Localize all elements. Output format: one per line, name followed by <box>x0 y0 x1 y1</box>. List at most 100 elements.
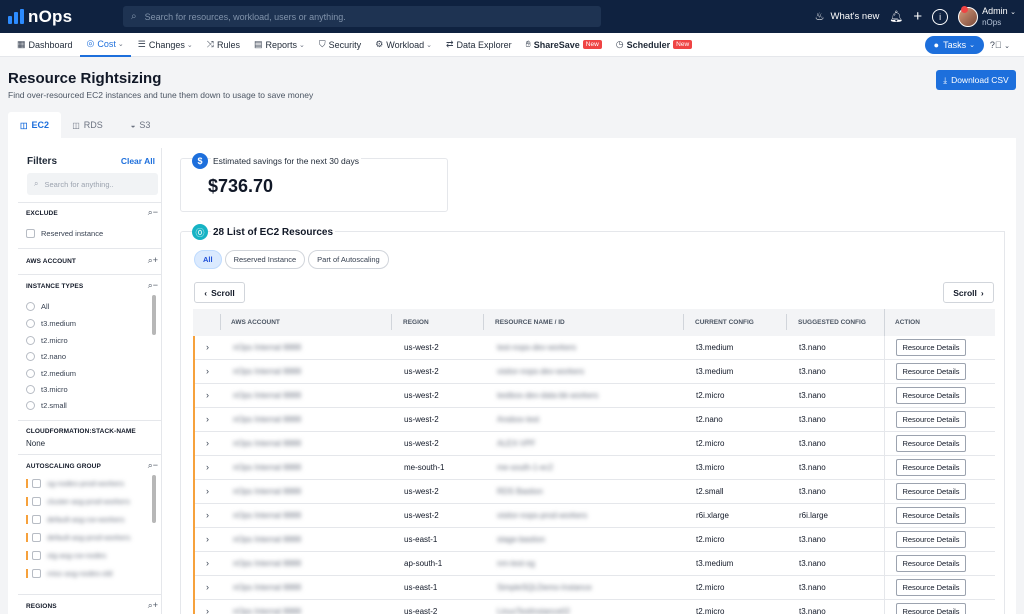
chevron-right-icon[interactable]: › <box>206 366 209 376</box>
column-header[interactable]: RESOURCE NAME / ID <box>495 319 565 326</box>
chevron-right-icon[interactable]: › <box>206 342 209 352</box>
resource-details-button[interactable]: Resource Details <box>896 363 966 380</box>
chevron-right-icon[interactable]: › <box>206 558 209 568</box>
search-icon[interactable]: ⌕ <box>147 255 153 265</box>
scroll-right-button[interactable]: Scroll › <box>943 282 994 303</box>
option-instance-type[interactable]: t2.medium <box>26 369 76 378</box>
resource-details-button[interactable]: Resource Details <box>896 339 966 356</box>
option-asg[interactable]: sg-nodes-prod-workers <box>26 479 124 488</box>
resource-details-button[interactable]: Resource Details <box>896 483 966 500</box>
table-row[interactable]: › nOps Internal 8888 us-west-2 visitor-nops… <box>193 360 995 384</box>
collapse-icon[interactable]: − <box>152 460 158 470</box>
option-asg[interactable]: cluster-asg-prod-workers <box>26 497 130 506</box>
search-icon[interactable]: ⌕ <box>147 207 153 217</box>
checkbox[interactable] <box>32 479 41 488</box>
option-asg[interactable]: default-asg-prod-workers <box>26 533 130 542</box>
tasks-button[interactable]: ● Tasks ⌄ <box>924 36 984 54</box>
radio[interactable] <box>26 369 35 378</box>
table-row[interactable]: › nOps Internal 8888 ap-south-1 nm-test-sg t… <box>193 552 995 576</box>
brand-logo[interactable]: nOps <box>8 7 118 27</box>
collapse-icon[interactable]: − <box>152 207 158 217</box>
option-instance-type[interactable]: t2.micro <box>26 336 68 345</box>
chevron-right-icon[interactable]: › <box>206 390 209 400</box>
chevron-right-icon[interactable]: › <box>206 510 209 520</box>
table-row[interactable]: › nOps Internal 8888 us-west-2 visitor-nops… <box>193 504 995 528</box>
table-row[interactable]: › nOps Internal 8888 us-west-2 Ansbox-test t… <box>193 408 995 432</box>
info-button[interactable]: i <box>932 8 949 25</box>
checkbox[interactable] <box>32 497 41 506</box>
nav-dashboard[interactable]: ▦ Dashboard <box>10 33 80 57</box>
resource-details-button[interactable]: Resource Details <box>896 435 966 452</box>
radio[interactable] <box>26 385 35 394</box>
scroll-left-button[interactable]: ‹ Scroll <box>194 282 245 303</box>
option-asg[interactable]: stg-asg-cw-nodes <box>26 551 106 560</box>
nav-workload[interactable]: ⚙ Workload ⌄ <box>368 33 439 57</box>
resource-details-button[interactable]: Resource Details <box>896 387 966 404</box>
download-csv-button[interactable]: ⤓ Download CSV <box>936 70 1016 90</box>
chevron-right-icon[interactable]: › <box>206 606 209 614</box>
expand-icon[interactable]: + <box>152 255 158 265</box>
option-instance-type[interactable]: t3.medium <box>26 319 76 328</box>
column-header[interactable]: AWS ACCOUNT <box>231 319 280 326</box>
chevron-right-icon[interactable]: › <box>206 462 209 472</box>
search-icon[interactable]: ⌕ <box>147 280 153 290</box>
radio[interactable] <box>26 302 35 311</box>
option-reserved-instance[interactable]: Reserved instance <box>26 229 103 238</box>
nav-scheduler[interactable]: ◷ Scheduler New <box>609 33 699 57</box>
chevron-right-icon[interactable]: › <box>206 534 209 544</box>
scrollbar[interactable] <box>152 295 156 335</box>
table-row[interactable]: › nOps Internal 8888 us-west-2 test-nops-de… <box>193 336 995 360</box>
chevron-right-icon[interactable]: › <box>206 438 209 448</box>
add-button[interactable]: + <box>913 8 922 25</box>
radio[interactable] <box>26 319 35 328</box>
chevron-right-icon[interactable]: › <box>206 414 209 424</box>
table-row[interactable]: › nOps Internal 8888 me-south-1 me-south-1-… <box>193 456 995 480</box>
radio[interactable] <box>26 336 35 345</box>
resource-details-button[interactable]: Resource Details <box>896 579 966 596</box>
column-header[interactable]: SUGGESTED CONFIG <box>798 319 866 326</box>
nav-changes[interactable]: ☰ Changes ⌄ <box>131 33 200 57</box>
checkbox[interactable] <box>32 551 41 560</box>
nav-security[interactable]: ⛉ Security <box>312 33 368 57</box>
table-row[interactable]: › nOps Internal 8888 us-west-2 testbox-dev-… <box>193 384 995 408</box>
table-row[interactable]: › nOps Internal 8888 us-east-2 LinuxTestIns… <box>193 600 995 614</box>
checkbox[interactable] <box>32 515 41 524</box>
chevron-right-icon[interactable]: › <box>206 582 209 592</box>
table-row[interactable]: › nOps Internal 8888 us-east-1 SimpleSQLDem… <box>193 576 995 600</box>
resource-details-button[interactable]: Resource Details <box>896 603 966 614</box>
option-asg[interactable]: misc-asg-nodes-old <box>26 569 112 578</box>
table-row[interactable]: › nOps Internal 8888 us-west-2 ALEX-VPF t2.m… <box>193 432 995 456</box>
tab-s3[interactable]: ◒ S3 <box>114 112 167 138</box>
nav-sharesave[interactable]: ✋︎ ShareSave New <box>519 33 609 57</box>
collapse-icon[interactable]: − <box>152 280 158 290</box>
chip-all[interactable]: All <box>194 250 222 269</box>
search-icon[interactable]: ⌕ <box>147 460 153 470</box>
scrollbar[interactable] <box>152 475 156 523</box>
nav-rules[interactable]: ⤨ Rules <box>200 33 247 57</box>
table-row[interactable]: › nOps Internal 8888 us-west-2 RDS Bastion t… <box>193 480 995 504</box>
resource-details-button[interactable]: Resource Details <box>896 459 966 476</box>
column-header[interactable]: CURRENT CONFIG <box>695 319 754 326</box>
filter-search-input[interactable]: ⌕ Search for anything.. <box>27 173 158 195</box>
option-instance-type[interactable]: All <box>26 302 49 311</box>
whats-new-button[interactable]: ♨ What's new <box>815 10 880 23</box>
nav-reports[interactable]: ▤ Reports ⌄ <box>247 33 312 57</box>
resource-details-button[interactable]: Resource Details <box>896 411 966 428</box>
tab-ec2[interactable]: ◫ EC2 <box>8 112 61 138</box>
search-icon[interactable]: ⌕ <box>147 600 153 610</box>
notifications-button[interactable]: 🔔︎ <box>889 10 903 23</box>
table-row[interactable]: › nOps Internal 8888 us-east-1 stage-bastio… <box>193 528 995 552</box>
option-instance-type[interactable]: t3.micro <box>26 385 68 394</box>
chevron-right-icon[interactable]: › <box>206 486 209 496</box>
chip-reserved-instance[interactable]: Reserved Instance <box>224 250 306 269</box>
resource-details-button[interactable]: Resource Details <box>896 531 966 548</box>
nav-cost[interactable]: ◎ Cost ⌄ <box>79 33 131 57</box>
option-asg[interactable]: default-asg-cw-workers <box>26 515 125 524</box>
column-header[interactable]: REGION <box>403 319 429 326</box>
tab-rds[interactable]: ◫ RDS <box>61 112 114 138</box>
radio[interactable] <box>26 401 35 410</box>
option-instance-type[interactable]: t2.small <box>26 401 67 410</box>
help-menu[interactable]: ?⃝ ⌄ <box>990 40 1010 50</box>
checkbox[interactable] <box>26 229 35 238</box>
checkbox[interactable] <box>32 569 41 578</box>
